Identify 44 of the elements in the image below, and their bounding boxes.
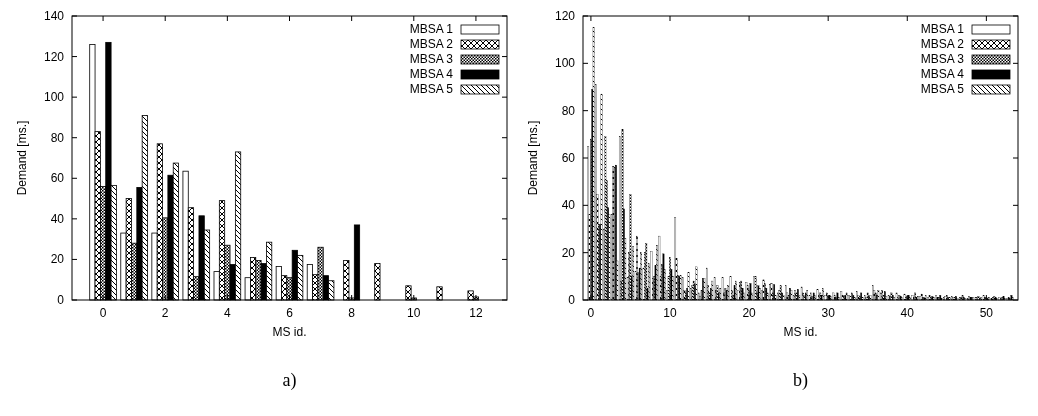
x-tick-label: 8 bbox=[348, 306, 356, 320]
x-tick-label: 2 bbox=[161, 306, 169, 320]
legend-label: MBSA 1 bbox=[409, 22, 454, 36]
text: b) bbox=[793, 370, 808, 391]
y-tick-label: 20 bbox=[561, 245, 576, 260]
legend-label: MBSA 3 bbox=[920, 52, 965, 66]
y-tick-label: 100 bbox=[43, 90, 65, 105]
x-tick-label: 12 bbox=[469, 306, 483, 320]
legend-label: MBSA 5 bbox=[409, 82, 454, 96]
y-tick-label: 0 bbox=[568, 293, 576, 307]
x-axis-title: MS id. bbox=[272, 325, 307, 339]
x-tick-label: 6 bbox=[286, 306, 294, 320]
x-tick-label: 0 bbox=[99, 306, 107, 320]
legend-label: MBSA 2 bbox=[920, 37, 965, 51]
y-tick-label: 40 bbox=[50, 211, 65, 226]
x-tick-label: 10 bbox=[663, 306, 677, 320]
y-tick-label: 60 bbox=[561, 151, 576, 165]
legend-label: MBSA 1 bbox=[920, 22, 965, 36]
legend-label: MBSA 5 bbox=[920, 82, 965, 96]
legend-label: MBSA 4 bbox=[409, 67, 454, 81]
y-tick-label: 140 bbox=[43, 9, 65, 23]
x-tick-label: 40 bbox=[900, 306, 915, 320]
x-tick-label: 0 bbox=[587, 306, 595, 320]
y-axis-title: Demand [ms.] bbox=[526, 120, 540, 196]
y-tick-label: 20 bbox=[50, 252, 65, 267]
x-tick-label: 10 bbox=[407, 306, 421, 320]
legend-label: MBSA 2 bbox=[409, 37, 454, 51]
y-tick-label: 80 bbox=[50, 130, 65, 145]
y-tick-label: 60 bbox=[50, 171, 65, 186]
x-tick-label: 50 bbox=[979, 306, 994, 320]
x-tick-label: 30 bbox=[821, 306, 836, 320]
x-tick-label: 20 bbox=[742, 306, 757, 320]
y-axis-title: Demand [ms.] bbox=[15, 120, 29, 196]
legend-label: MBSA 4 bbox=[920, 67, 965, 81]
text: a) bbox=[282, 370, 297, 391]
y-tick-label: 100 bbox=[554, 56, 576, 71]
y-tick-label: 40 bbox=[561, 198, 576, 213]
y-tick-label: 120 bbox=[43, 49, 65, 64]
x-axis-title: MS id. bbox=[783, 325, 818, 339]
y-tick-label: 120 bbox=[554, 9, 576, 23]
y-tick-label: 80 bbox=[561, 103, 576, 118]
x-tick-label: 4 bbox=[224, 306, 232, 320]
legend-label: MBSA 3 bbox=[409, 52, 454, 66]
y-tick-label: 0 bbox=[57, 293, 65, 307]
